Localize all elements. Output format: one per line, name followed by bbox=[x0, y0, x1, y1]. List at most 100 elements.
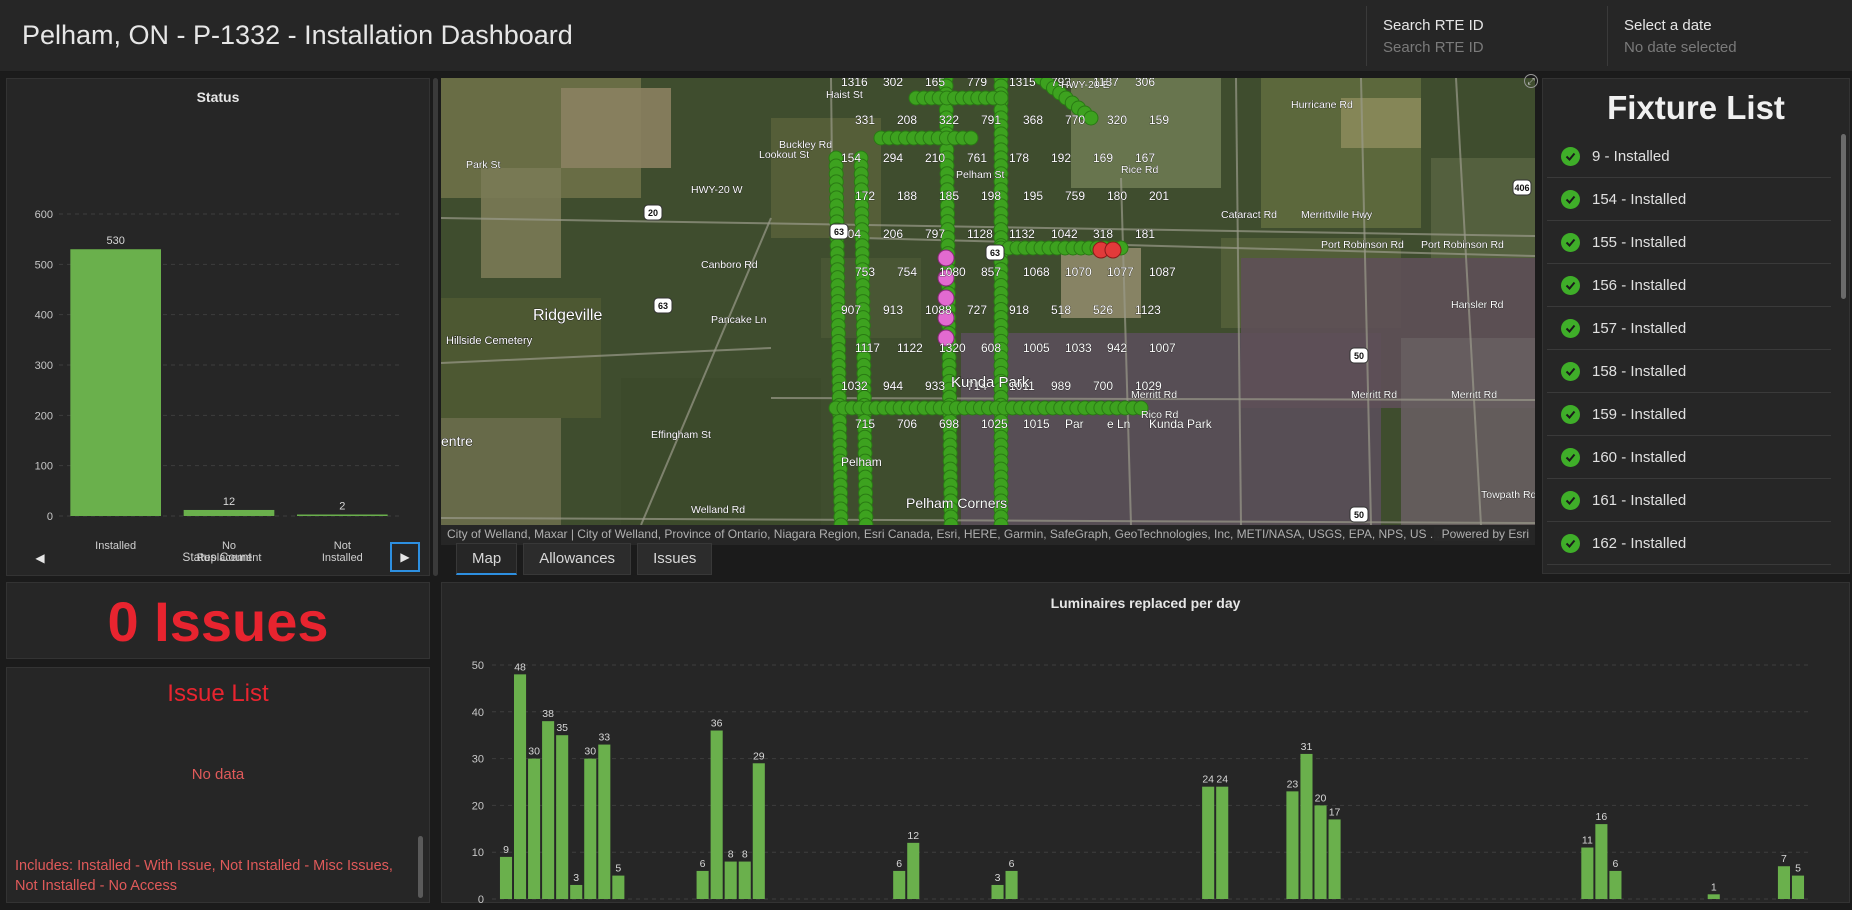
fixture-layer bbox=[828, 78, 1149, 525]
fixture-list-scrollbar[interactable] bbox=[1841, 134, 1846, 299]
fixture-marker-issue[interactable] bbox=[1104, 241, 1122, 259]
list-item-label: 158 - Installed bbox=[1592, 362, 1687, 380]
list-item[interactable]: 157 - Installed bbox=[1547, 307, 1831, 350]
fixture-marker[interactable] bbox=[963, 130, 979, 146]
tab-issues[interactable]: Issues bbox=[637, 543, 713, 575]
bar[interactable] bbox=[1314, 805, 1327, 899]
route-shield-label: 20 bbox=[648, 208, 658, 218]
issue-list-scrollbar[interactable] bbox=[418, 836, 423, 898]
bar[interactable] bbox=[710, 730, 723, 899]
fixture-label: 759 bbox=[1065, 189, 1085, 203]
fixture-label: 1032 bbox=[841, 379, 868, 393]
expand-icon[interactable]: ⤢ bbox=[1524, 74, 1538, 88]
list-item[interactable]: 162 - Installed bbox=[1547, 522, 1831, 565]
fixture-marker-other[interactable] bbox=[937, 329, 955, 347]
bar[interactable] bbox=[1777, 866, 1790, 899]
fixture-marker-other[interactable] bbox=[937, 269, 955, 287]
route-shield-label: 406 bbox=[1514, 183, 1529, 193]
road-label: Effingham St bbox=[651, 429, 711, 441]
bar[interactable] bbox=[1595, 824, 1608, 899]
search-rte-selector[interactable]: Search RTE ID Search RTE ID bbox=[1366, 6, 1606, 66]
fixture-label: 1315 bbox=[1009, 78, 1036, 89]
data-label: 24 bbox=[1216, 774, 1228, 786]
fixture-marker[interactable] bbox=[993, 517, 1009, 525]
y-tick-label: 400 bbox=[35, 310, 53, 322]
list-item[interactable]: 158 - Installed bbox=[1547, 350, 1831, 393]
bar[interactable] bbox=[907, 842, 920, 899]
bar[interactable] bbox=[1216, 786, 1229, 899]
bar[interactable] bbox=[556, 735, 569, 899]
bar[interactable] bbox=[1791, 875, 1805, 899]
fixture-label: 791 bbox=[981, 113, 1001, 127]
bar[interactable] bbox=[1300, 753, 1313, 899]
fixture-marker[interactable] bbox=[858, 517, 874, 525]
chevron-left-icon[interactable]: ◀ bbox=[35, 551, 45, 565]
list-item[interactable]: 160 - Installed bbox=[1547, 436, 1831, 479]
y-tick-label: 20 bbox=[472, 800, 484, 812]
list-item[interactable]: 159 - Installed bbox=[1547, 393, 1831, 436]
bar[interactable] bbox=[183, 509, 275, 516]
bar[interactable] bbox=[738, 861, 751, 899]
fixture-label: 1128 bbox=[967, 227, 993, 241]
bar[interactable] bbox=[1707, 894, 1720, 899]
search-rte-input[interactable]: Search RTE ID bbox=[1383, 39, 1484, 56]
fixture-marker[interactable] bbox=[943, 517, 959, 525]
bar[interactable] bbox=[1581, 847, 1594, 899]
bar[interactable] bbox=[514, 674, 527, 899]
list-item[interactable]: 156 - Installed bbox=[1547, 264, 1831, 307]
tab-allowances[interactable]: Allowances bbox=[523, 543, 632, 575]
bar[interactable] bbox=[1328, 819, 1341, 899]
x-tick-label: Installed bbox=[95, 540, 136, 552]
date-selector[interactable]: Select a date No date selected bbox=[1607, 6, 1852, 66]
bar[interactable] bbox=[752, 763, 765, 899]
fixture-label: 1011 bbox=[1009, 379, 1035, 393]
bar[interactable] bbox=[991, 884, 1004, 899]
data-label: 30 bbox=[528, 746, 540, 758]
bar[interactable] bbox=[584, 758, 597, 899]
fixture-label: 1077 bbox=[1107, 265, 1134, 279]
list-item[interactable]: 161 - Installed bbox=[1547, 479, 1831, 522]
list-item[interactable]: 9 - Installed bbox=[1547, 135, 1831, 178]
divider-handle[interactable] bbox=[433, 78, 438, 576]
bar[interactable] bbox=[297, 514, 388, 517]
fixture-marker[interactable] bbox=[1083, 110, 1099, 126]
fixture-marker-other[interactable] bbox=[937, 309, 955, 327]
y-tick-label: 30 bbox=[472, 754, 484, 766]
bar[interactable] bbox=[1286, 791, 1299, 899]
fixture-marker[interactable] bbox=[833, 517, 849, 525]
bar[interactable] bbox=[696, 870, 709, 899]
satellite-map[interactable]: 1316 302 165 779 1315 793 1187 306 331 208 322 791 3… bbox=[441, 78, 1535, 525]
check-icon bbox=[1561, 275, 1580, 295]
y-tick-label: 10 bbox=[472, 847, 484, 859]
bar[interactable] bbox=[612, 875, 625, 899]
bar[interactable] bbox=[499, 856, 513, 899]
bar[interactable] bbox=[893, 870, 906, 899]
bar[interactable] bbox=[570, 884, 583, 899]
chevron-right-icon[interactable]: ▶ bbox=[390, 542, 420, 572]
list-item[interactable]: 155 - Installed bbox=[1547, 221, 1831, 264]
list-item[interactable]: 154 - Installed bbox=[1547, 178, 1831, 221]
bar[interactable] bbox=[528, 758, 541, 899]
bar[interactable] bbox=[1202, 786, 1215, 899]
fixture-marker-other[interactable] bbox=[937, 249, 955, 267]
fixture-label: 188 bbox=[897, 189, 917, 203]
bar[interactable] bbox=[1609, 870, 1622, 899]
fixture-marker-other[interactable] bbox=[937, 289, 955, 307]
terrain-patch bbox=[1401, 338, 1535, 525]
bar[interactable] bbox=[542, 721, 555, 899]
fixture-marker[interactable] bbox=[993, 90, 1009, 106]
tab-map[interactable]: Map bbox=[456, 543, 518, 575]
date-input[interactable]: No date selected bbox=[1624, 39, 1737, 56]
bar[interactable] bbox=[70, 249, 161, 516]
place-label: Hillside Cemetery bbox=[446, 335, 533, 347]
bar[interactable] bbox=[598, 744, 611, 899]
fixture-label: 1316 bbox=[841, 78, 868, 89]
bar[interactable] bbox=[724, 861, 737, 899]
bar[interactable] bbox=[1005, 870, 1018, 899]
y-tick-label: 100 bbox=[35, 461, 53, 473]
powered-by-esri[interactable]: Powered by Esri bbox=[1433, 527, 1529, 541]
road-label: HWY-20 W bbox=[691, 184, 743, 196]
fixture-marker[interactable] bbox=[1133, 400, 1149, 416]
fixture-label: 294 bbox=[883, 151, 903, 165]
map-view[interactable]: 1316 302 165 779 1315 793 1187 306 331 208 322 791 3… bbox=[441, 78, 1535, 525]
